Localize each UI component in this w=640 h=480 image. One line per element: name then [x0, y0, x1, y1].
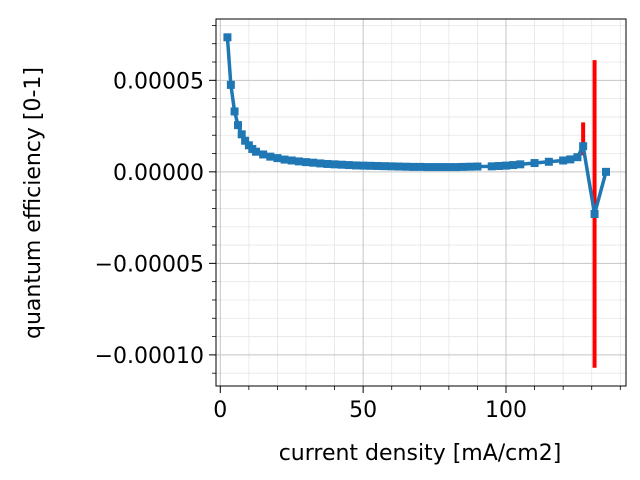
data-series — [223, 33, 610, 218]
y-tick-label: 0.00005 — [113, 69, 204, 94]
data-point — [387, 162, 396, 171]
y-tick-label: −0.00005 — [95, 252, 204, 277]
data-point — [359, 161, 368, 170]
data-point — [252, 147, 260, 156]
data-point — [294, 157, 303, 166]
data-point — [223, 33, 232, 42]
x-tick-label: 100 — [485, 398, 527, 423]
data-point — [437, 163, 446, 172]
data-point — [309, 158, 318, 167]
data-point — [373, 161, 382, 170]
data-point — [273, 154, 282, 163]
x-tick-label: 50 — [349, 398, 377, 423]
data-point — [559, 156, 568, 165]
data-point — [280, 155, 289, 164]
data-point — [530, 159, 539, 168]
data-point — [230, 107, 239, 116]
data-point — [409, 162, 418, 171]
y-tick-label: 0.00000 — [113, 161, 204, 186]
data-point — [287, 156, 296, 165]
data-point — [402, 162, 410, 171]
data-point — [473, 162, 482, 171]
y-axis-label: quantum efficiency [0-1] — [21, 67, 46, 339]
data-point — [259, 150, 268, 159]
data-point — [444, 163, 453, 172]
data-point — [459, 162, 468, 171]
data-point — [234, 121, 242, 130]
data-point — [241, 136, 250, 145]
x-axis-label: current density [mA/cm2] — [279, 441, 562, 466]
data-point — [602, 167, 610, 176]
data-point — [509, 161, 518, 170]
data-point — [502, 161, 510, 170]
data-point — [330, 160, 339, 169]
data-point — [573, 153, 582, 162]
data-point — [466, 162, 475, 171]
data-point — [494, 161, 503, 170]
data-point — [302, 158, 310, 167]
data-point — [452, 163, 460, 172]
data-point — [337, 160, 346, 169]
data-point — [423, 163, 432, 172]
data-point — [380, 162, 389, 171]
data-point — [516, 160, 525, 169]
x-tick-label: 0 — [213, 398, 227, 423]
data-point — [430, 163, 439, 172]
y-tick-label: −0.00010 — [95, 344, 204, 369]
data-point — [266, 152, 275, 161]
data-point — [487, 162, 496, 171]
major-grid — [216, 19, 626, 386]
data-point — [579, 142, 588, 151]
axis-ticks: 0 50 100 0.00005 0.00000 −0.00005 −0.00010 — [95, 25, 621, 423]
data-point — [344, 161, 353, 170]
data-point — [544, 157, 553, 166]
data-point — [566, 155, 575, 164]
data-point — [394, 162, 403, 171]
data-point — [323, 159, 332, 168]
data-point — [316, 159, 325, 168]
data-point — [366, 161, 375, 170]
data-point — [226, 80, 235, 89]
plot-frame — [215, 18, 627, 387]
data-point — [352, 161, 360, 170]
data-point — [590, 209, 599, 218]
data-point — [416, 162, 425, 171]
data-point — [237, 130, 246, 139]
